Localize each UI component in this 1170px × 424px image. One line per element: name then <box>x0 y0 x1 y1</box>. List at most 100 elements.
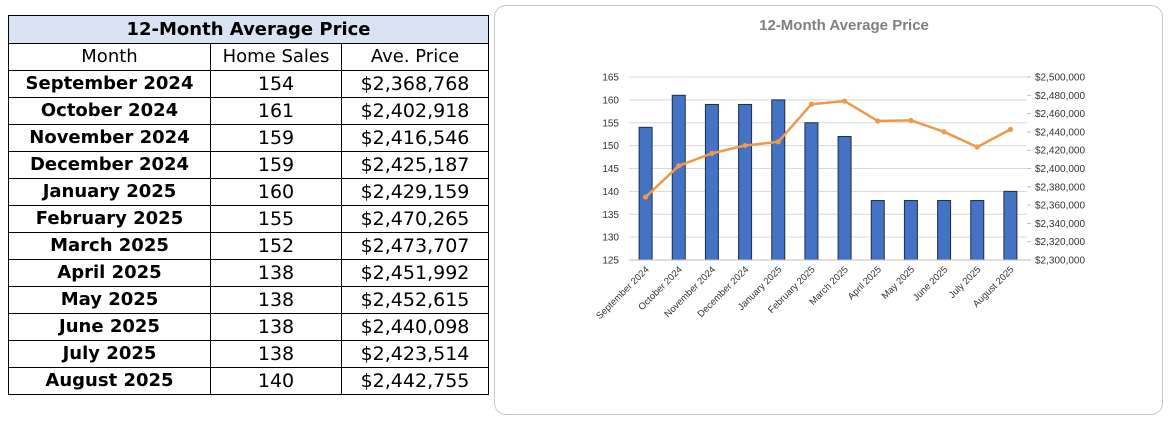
price-line-segment <box>644 164 680 199</box>
y-left-tick-label: 135 <box>602 210 619 221</box>
cell-month: July 2025 <box>8 340 211 368</box>
cell-month: May 2025 <box>8 286 211 314</box>
price-line-segment <box>677 152 714 168</box>
cell-price: $2,452,615 <box>341 286 489 314</box>
bar <box>671 94 686 261</box>
table-row: January 2025 160 $2,429,159 <box>8 178 489 206</box>
table-row: November 2024 159 $2,416,546 <box>8 124 489 152</box>
table-header-row: Month Home Sales Ave. Price <box>8 43 489 71</box>
price-point <box>841 98 848 104</box>
y-left-tick-label: 160 <box>602 95 619 106</box>
price-point <box>775 139 781 145</box>
bar <box>1003 190 1018 261</box>
y-right-tick-label: $2,480,000 <box>1035 91 1085 102</box>
y-left-tick-label: 140 <box>602 187 619 198</box>
y-right-tick-label: $2,440,000 <box>1035 127 1085 138</box>
header-month: Month <box>8 43 211 71</box>
bar <box>870 200 885 261</box>
cell-sales: 159 <box>210 151 342 179</box>
table-title: 12-Month Average Price <box>8 15 489 44</box>
table-row: June 2025 138 $2,440,098 <box>8 313 489 341</box>
cell-sales: 159 <box>210 124 342 152</box>
price-point <box>974 144 980 150</box>
bar <box>837 135 852 261</box>
price-line-segment <box>909 119 946 134</box>
bar <box>704 103 719 261</box>
table-row: December 2024 159 $2,425,187 <box>8 151 489 179</box>
y-right-tick-label: $2,300,000 <box>1035 256 1085 267</box>
y-right-tick-label: $2,500,000 <box>1035 73 1085 84</box>
cell-month: October 2024 <box>8 97 211 125</box>
bar <box>804 122 819 261</box>
price-point <box>676 163 682 169</box>
y-left-tick-label: 130 <box>602 233 619 244</box>
cell-price: $2,442,755 <box>341 367 489 395</box>
cell-sales: 152 <box>210 232 342 260</box>
table-row: February 2025 155 $2,470,265 <box>8 205 489 233</box>
bar <box>937 200 952 261</box>
y-right-tick-label: $2,360,000 <box>1035 201 1085 212</box>
cell-price: $2,451,992 <box>341 259 489 287</box>
cell-sales: 160 <box>210 178 342 206</box>
chart-panel: 12-Month Average Price 125 130 135 140 145 15… <box>494 5 1163 415</box>
cell-sales: 155 <box>210 205 342 233</box>
cell-sales: 140 <box>210 367 342 395</box>
cell-price: $2,416,546 <box>341 124 489 152</box>
cell-price: $2,470,265 <box>341 205 489 233</box>
table-row: April 2025 138 $2,451,992 <box>8 259 489 287</box>
price-point <box>875 118 881 124</box>
cell-sales: 138 <box>210 286 342 314</box>
x-category-label: June 2025 <box>911 264 950 303</box>
bar <box>903 200 918 261</box>
table-row: May 2025 138 $2,452,615 <box>8 286 489 314</box>
price-line-segment <box>710 144 747 155</box>
x-category-label: September 2024 <box>594 264 651 321</box>
cell-month: June 2025 <box>8 313 211 341</box>
y-left-tick-label: 155 <box>602 118 619 129</box>
cell-month: January 2025 <box>8 178 211 206</box>
price-point <box>642 194 649 200</box>
cell-sales: 138 <box>210 340 342 368</box>
price-point <box>808 101 815 107</box>
price-line-segment <box>876 119 913 123</box>
price-line-segment <box>942 130 979 149</box>
cell-month: April 2025 <box>8 259 211 287</box>
cell-month: February 2025 <box>8 205 211 233</box>
cell-price: $2,368,768 <box>341 70 489 98</box>
cell-month: September 2024 <box>8 70 211 98</box>
cell-month: December 2024 <box>8 151 211 179</box>
y-left-tick-label: 125 <box>602 256 619 267</box>
y-left-tick-label: 165 <box>602 73 619 84</box>
cell-sales: 154 <box>210 70 342 98</box>
y-right-tick-label: $2,460,000 <box>1035 109 1085 120</box>
cell-price: $2,473,707 <box>341 232 489 260</box>
price-point <box>742 142 748 149</box>
cell-sales: 138 <box>210 259 342 287</box>
table-row: August 2025 140 $2,442,755 <box>8 367 489 395</box>
price-table: 12-Month Average Price Month Home Sales … <box>8 15 489 395</box>
price-line-segment <box>743 140 780 147</box>
cell-sales: 161 <box>210 97 342 125</box>
table-row: September 2024 154 $2,368,768 <box>8 70 489 98</box>
price-point <box>709 150 715 156</box>
price-line-segment <box>810 99 846 106</box>
cell-price: $2,402,918 <box>341 97 489 125</box>
y-right-tick-label: $2,320,000 <box>1035 237 1085 248</box>
cell-price: $2,440,098 <box>341 313 489 341</box>
price-point <box>1007 126 1014 132</box>
y-right-tick-label: $2,420,000 <box>1035 146 1085 157</box>
price-line-segment <box>843 99 879 123</box>
header-ave-price: Ave. Price <box>341 43 489 71</box>
table-row: October 2024 161 $2,402,918 <box>8 97 489 125</box>
y-right-tick-label: $2,400,000 <box>1035 164 1085 175</box>
combo-chart: 12-Month Average Price 125 130 135 140 145 15… <box>594 17 1085 322</box>
cell-sales: 138 <box>210 313 342 341</box>
bar <box>970 200 985 261</box>
cell-month: March 2025 <box>8 232 211 260</box>
price-point <box>908 117 914 123</box>
price-line-segment <box>976 128 1012 149</box>
price-line-segment <box>777 102 813 144</box>
price-point <box>941 129 947 135</box>
table-row: July 2025 138 $2,423,514 <box>8 340 489 368</box>
bar <box>738 103 753 261</box>
